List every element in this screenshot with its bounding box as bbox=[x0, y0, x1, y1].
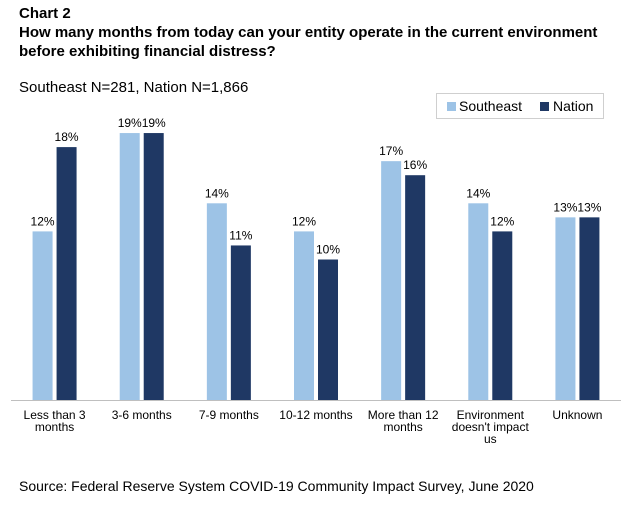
bar-southeast-4 bbox=[381, 161, 402, 400]
legend-swatch-southeast bbox=[447, 102, 456, 111]
x-tick-label-6: Unknown bbox=[552, 408, 602, 422]
x-tick-label-5-line-1: doesn't impact bbox=[452, 420, 530, 434]
bar-nation-0 bbox=[56, 147, 77, 400]
bar-southeast-3 bbox=[294, 231, 314, 400]
x-tick-label-3: 10-12 months bbox=[279, 408, 352, 422]
data-label-southeast-3: 12% bbox=[292, 214, 316, 228]
bar-southeast-2 bbox=[206, 203, 227, 400]
chart-title: How many months from today can your enti… bbox=[19, 24, 598, 60]
chart-subtitle: Southeast N=281, Nation N=1,866 bbox=[19, 79, 249, 96]
bar-southeast-0 bbox=[32, 231, 53, 400]
data-label-southeast-2: 14% bbox=[205, 186, 229, 200]
data-label-southeast-4: 17% bbox=[379, 144, 403, 158]
bar-nation-3 bbox=[318, 259, 338, 400]
bar-nation-4 bbox=[405, 175, 426, 400]
bar-nation-1 bbox=[143, 133, 164, 401]
bar-southeast-5 bbox=[468, 203, 489, 400]
data-label-nation-3: 10% bbox=[316, 243, 340, 257]
data-label-nation-1: 19% bbox=[142, 116, 166, 130]
source-note: Source: Federal Reserve System COVID-19 … bbox=[19, 478, 534, 494]
data-label-nation-6: 13% bbox=[577, 200, 601, 214]
data-label-southeast-6: 13% bbox=[553, 200, 577, 214]
x-tick-label-2: 7-9 months bbox=[199, 408, 259, 422]
bar-southeast-1 bbox=[119, 133, 140, 401]
data-label-nation-2: 11% bbox=[229, 228, 252, 242]
x-tick-label-5-line-2: us bbox=[484, 432, 497, 446]
legend-swatch-nation bbox=[540, 102, 549, 111]
x-tick-label-4-line-0: More than 12 bbox=[368, 408, 439, 422]
x-tick-label-0-line-1: months bbox=[35, 420, 74, 434]
data-label-nation-5: 12% bbox=[490, 214, 514, 228]
x-tick-label-4-line-1: months bbox=[383, 420, 422, 434]
data-label-nation-4: 16% bbox=[403, 158, 427, 172]
x-tick-label-5-line-0: Environment bbox=[457, 408, 525, 422]
x-tick-label-1: 3-6 months bbox=[112, 408, 172, 422]
legend: Southeast Nation bbox=[436, 93, 604, 119]
bar-southeast-6 bbox=[555, 217, 576, 400]
legend-label-southeast: Southeast bbox=[459, 98, 523, 114]
data-label-southeast-1: 19% bbox=[118, 116, 142, 130]
data-label-southeast-5: 14% bbox=[466, 186, 490, 200]
data-label-nation-0: 18% bbox=[55, 130, 79, 144]
bar-nation-5 bbox=[492, 231, 513, 400]
bar-nation-6 bbox=[579, 217, 600, 400]
bar-nation-2 bbox=[230, 245, 251, 400]
legend-label-nation: Nation bbox=[553, 98, 594, 114]
data-label-southeast-0: 12% bbox=[31, 214, 55, 228]
x-tick-label-0-line-0: Less than 3 bbox=[24, 408, 86, 422]
chart-number: Chart 2 bbox=[19, 5, 71, 22]
